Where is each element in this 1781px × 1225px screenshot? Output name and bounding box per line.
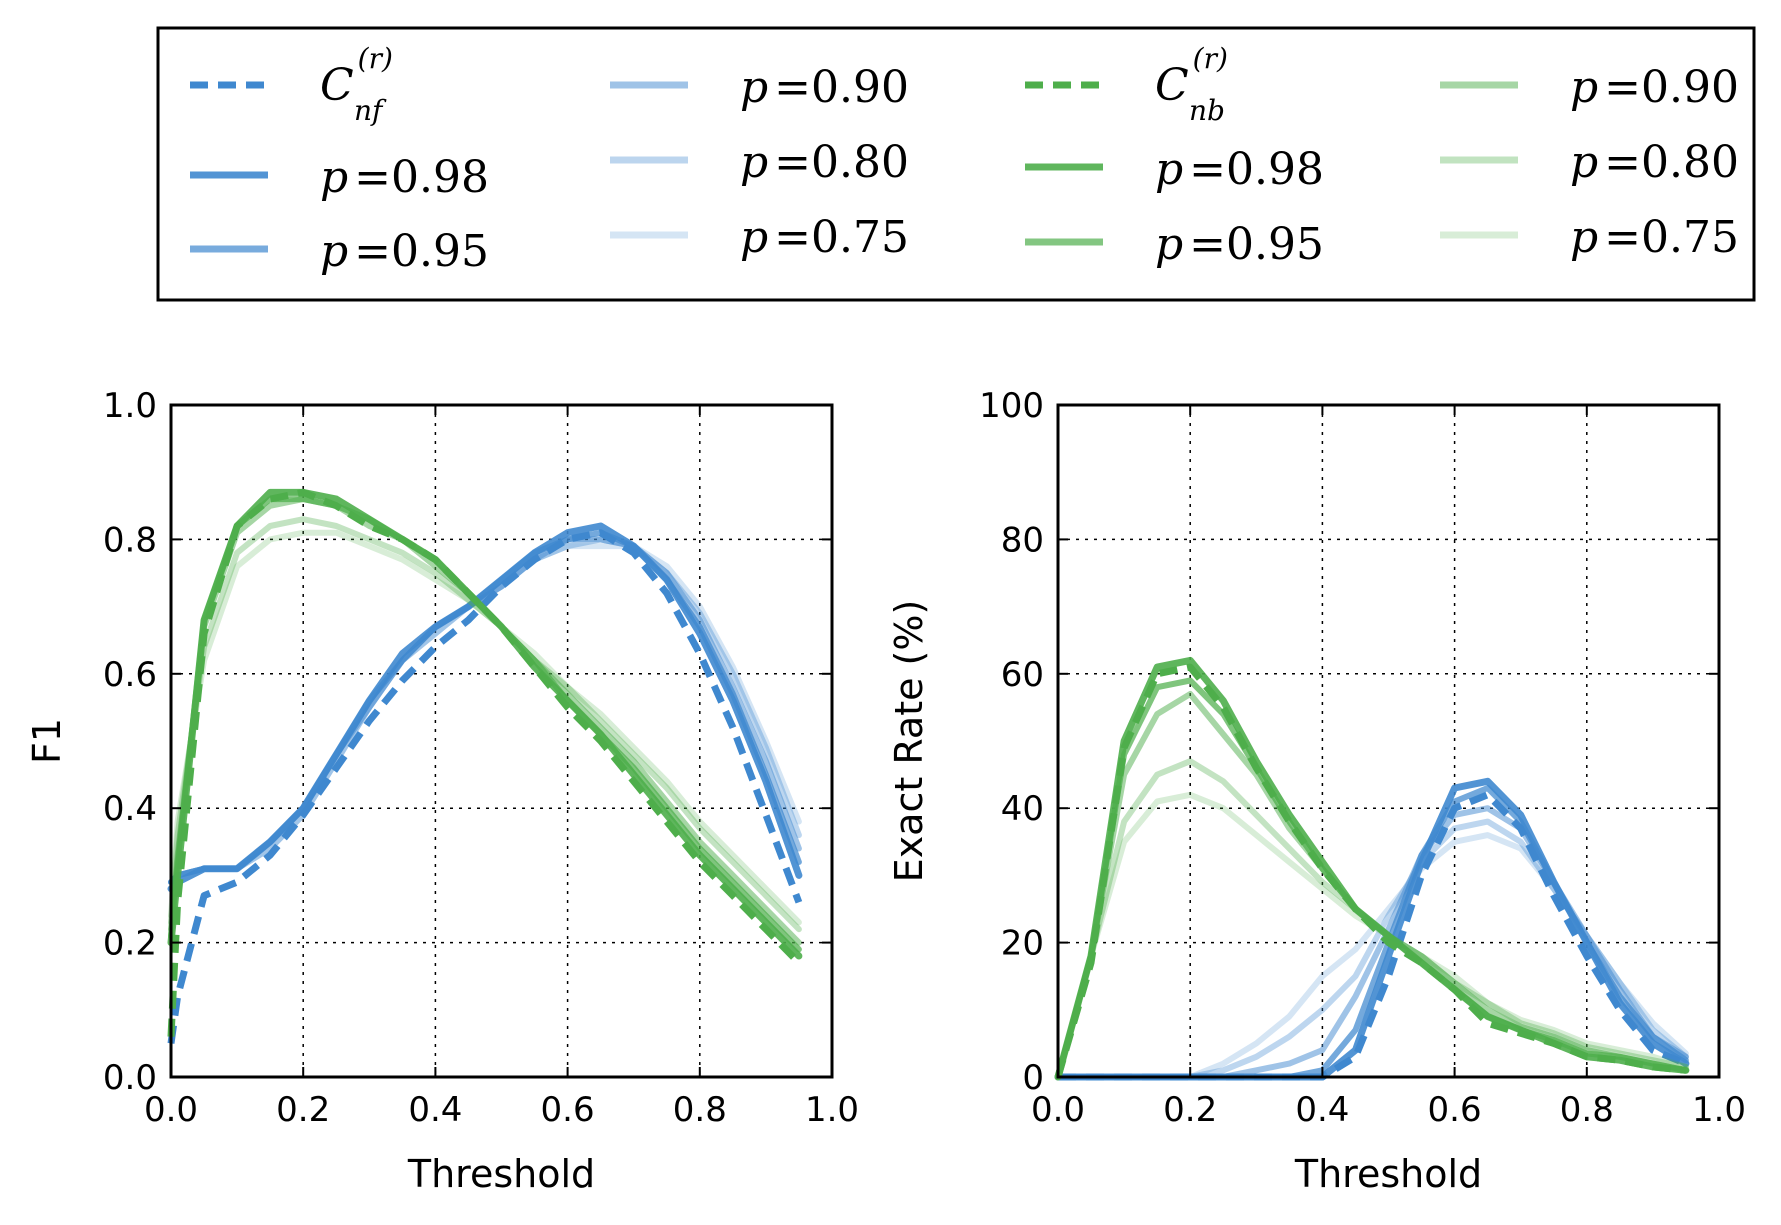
legend-variable: p [1155, 144, 1183, 195]
legend-entry: p =0.75 [1440, 212, 1739, 263]
series-line-nb-base [167, 488, 802, 1037]
legend-label: p =0.75 [740, 212, 909, 263]
legend-label: p =0.95 [320, 226, 489, 277]
y-tick-label: 0.4 [103, 789, 157, 829]
legend-value: =0.75 [774, 212, 909, 263]
legend-entry: C(r) nf [190, 42, 393, 127]
legend-variable: p [1570, 212, 1598, 263]
legend-label: p =0.80 [1570, 137, 1739, 188]
series-line-nf-base [167, 529, 803, 1044]
legend-value: =0.80 [1604, 137, 1739, 188]
legend-entry: p =0.98 [1025, 144, 1324, 195]
x-tick-label: 0.6 [541, 1090, 595, 1130]
legend-symbol: C [320, 60, 354, 111]
legend-label: p =0.98 [320, 152, 489, 203]
legend-label: p =0.98 [1155, 144, 1324, 195]
x-tick-label: 0.0 [144, 1090, 198, 1130]
legend-label: C(r) nb [1155, 42, 1228, 127]
legend-entry: p =0.90 [1440, 62, 1739, 113]
legend-entry: p =0.98 [190, 152, 489, 203]
axes-frame [169, 403, 834, 1079]
legend-superscript: (r) [1193, 42, 1228, 75]
series-line-nf-base [1058, 791, 1688, 1081]
legend-variable: p [320, 226, 348, 277]
legend-frame [156, 26, 1756, 302]
legend-value: =0.98 [354, 152, 489, 203]
y-tick-label: 40 [1001, 789, 1044, 829]
legend-symbol: C [1155, 60, 1189, 111]
legend-label: p =0.95 [1155, 219, 1324, 270]
legend-value: =0.95 [1189, 219, 1324, 270]
y-tick-label: 0.6 [103, 655, 157, 695]
y-tick-label: 20 [1001, 924, 1044, 964]
x-tick-label: 0.0 [1031, 1090, 1085, 1130]
x-tick-label: 0.2 [276, 1090, 330, 1130]
x-tick-label: 0.2 [1163, 1090, 1217, 1130]
y-tick-label: 0 [1022, 1058, 1044, 1098]
legend-value: =0.75 [1604, 212, 1739, 263]
x-axis-label: Threshold [407, 1152, 595, 1196]
y-axis-label: Exact Rate (%) [887, 600, 931, 883]
x-tick-label: 0.8 [1560, 1090, 1614, 1130]
legend-value: =0.90 [1604, 62, 1739, 113]
series-line-nb-p075 [168, 529, 802, 926]
y-axis-label: F1 [25, 718, 69, 764]
legend-label: C(r) nf [320, 42, 393, 127]
legend-variable: p [320, 152, 348, 203]
x-tick-label: 0.4 [408, 1090, 462, 1130]
legend-label: p =0.75 [1570, 212, 1739, 263]
y-tick-label: 0.0 [103, 1058, 157, 1098]
legend-variable: p [1570, 62, 1598, 113]
series-line-nf-p098 [167, 522, 803, 893]
legend: C(r) nfp =0.98p =0.95p =0.90p =0.80p =0.75C(r)… [156, 26, 1756, 302]
legend-entry: p =0.90 [610, 62, 909, 113]
legend-superscript: (r) [358, 42, 393, 75]
legend-variable: p [1570, 137, 1598, 188]
series-lines [167, 488, 803, 1044]
legend-entry: p =0.80 [610, 137, 909, 188]
x-tick-label: 1.0 [1692, 1090, 1746, 1130]
grid [171, 405, 832, 1077]
legend-entry: C(r) nb [1025, 42, 1228, 127]
legend-variable: p [1155, 219, 1183, 270]
x-tick-label: 0.4 [1295, 1090, 1349, 1130]
legend-value: =0.80 [774, 137, 909, 188]
y-tick-label: 80 [1001, 520, 1044, 560]
y-tick-label: 100 [979, 386, 1044, 426]
series-line-nb-p080 [168, 516, 802, 933]
y-tick-label: 0.2 [103, 924, 157, 964]
legend-variable: p [740, 137, 768, 188]
f1-chart: 0.0 0.2 0.4 0.6 0.8 1.0 0.0 0.2 0.4 0.6 0.8 1.0 Thre… [25, 386, 859, 1196]
series-line-nb-base [1054, 663, 1687, 1078]
y-tick-label: 60 [1001, 655, 1044, 695]
legend-variable: p [740, 62, 768, 113]
x-tick-label: 0.6 [1428, 1090, 1482, 1130]
x-tick-label: 1.0 [805, 1090, 859, 1130]
legend-value: =0.98 [1189, 144, 1324, 195]
exact-rate-chart: 0.0 0.2 0.4 0.6 0.8 1.0 0 20 40 60 80 100 Threshold E… [887, 386, 1746, 1196]
legend-subscript: nf [354, 94, 387, 127]
axes-frame [1056, 403, 1721, 1079]
legend-entry: p =0.75 [610, 212, 909, 263]
legend-entry: p =0.95 [1025, 219, 1324, 270]
y-tick-label: 1.0 [103, 386, 157, 426]
ticks: 0.0 0.2 0.4 0.6 0.8 1.0 0.0 0.2 0.4 0.6 0.8 1.0 [103, 386, 859, 1130]
legend-label: p =0.90 [1570, 62, 1739, 113]
legend-subscript: nb [1189, 94, 1225, 127]
y-tick-label: 0.8 [103, 520, 157, 560]
legend-entry: p =0.80 [1440, 137, 1739, 188]
legend-label: p =0.90 [740, 62, 909, 113]
x-tick-label: 0.8 [673, 1090, 727, 1130]
ticks: 0.0 0.2 0.4 0.6 0.8 1.0 0 20 40 60 80 100 [979, 386, 1746, 1130]
legend-value: =0.95 [354, 226, 489, 277]
legend-label: p =0.80 [740, 137, 909, 188]
legend-variable: p [740, 212, 768, 263]
legend-entry: p =0.95 [190, 226, 489, 277]
x-axis-label: Threshold [1294, 1152, 1482, 1196]
legend-value: =0.90 [774, 62, 909, 113]
